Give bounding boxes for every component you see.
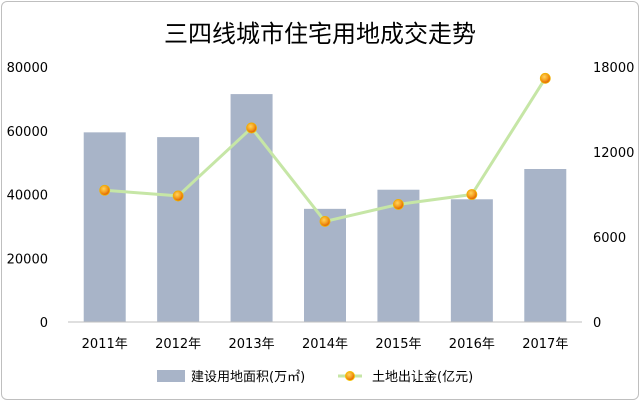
x-tick-label: 2013年 [229, 337, 275, 352]
left-tick-label: 40000 [7, 189, 48, 204]
right-tick-label: 0 [593, 316, 601, 331]
legend-bar-label: 建设用地面积(万㎡) [191, 370, 305, 385]
x-tick-label: 2012年 [155, 337, 201, 352]
legend: 建设用地面积(万㎡) 土地出让金(亿元) [157, 369, 473, 385]
x-axis-labels: 2011年 2012年 2013年 2014年 2015年 2016年 2017年 [82, 337, 569, 352]
x-tick-label: 2016年 [449, 337, 495, 352]
left-tick-label: 80000 [7, 61, 48, 76]
bar [304, 208, 346, 322]
bar [524, 169, 567, 322]
x-tick-label: 2014年 [302, 337, 348, 352]
x-tick-label: 2015年 [375, 337, 421, 352]
line-series [99, 72, 551, 227]
right-tick-label: 12000 [593, 146, 634, 161]
bar [377, 189, 420, 322]
left-tick-label: 20000 [7, 252, 48, 267]
line-point [246, 122, 257, 134]
line-point [99, 184, 111, 196]
left-tick-label: 60000 [7, 125, 48, 140]
legend-bar-swatch [157, 370, 185, 382]
left-tick-label: 0 [40, 316, 48, 331]
bar [157, 137, 200, 322]
bar [450, 199, 493, 322]
line-point [172, 190, 184, 202]
legend-line-label: 土地出让金(亿元) [372, 369, 473, 385]
chart-title: 三四线城市住宅用地成交走势 [164, 20, 476, 48]
x-tick-label: 2017年 [522, 337, 568, 352]
bar-series [83, 94, 567, 322]
bar [83, 132, 126, 322]
right-tick-label: 18000 [593, 61, 634, 76]
line-point [393, 199, 404, 210]
x-tick-label: 2011年 [82, 337, 128, 352]
line-point [319, 216, 331, 227]
right-tick-label: 6000 [593, 231, 626, 246]
line-point [466, 189, 478, 200]
left-axis: 0 20000 40000 60000 80000 [7, 61, 48, 331]
line-point [539, 72, 551, 84]
right-axis: 0 6000 12000 18000 [593, 61, 634, 331]
legend-line-marker [345, 371, 355, 381]
